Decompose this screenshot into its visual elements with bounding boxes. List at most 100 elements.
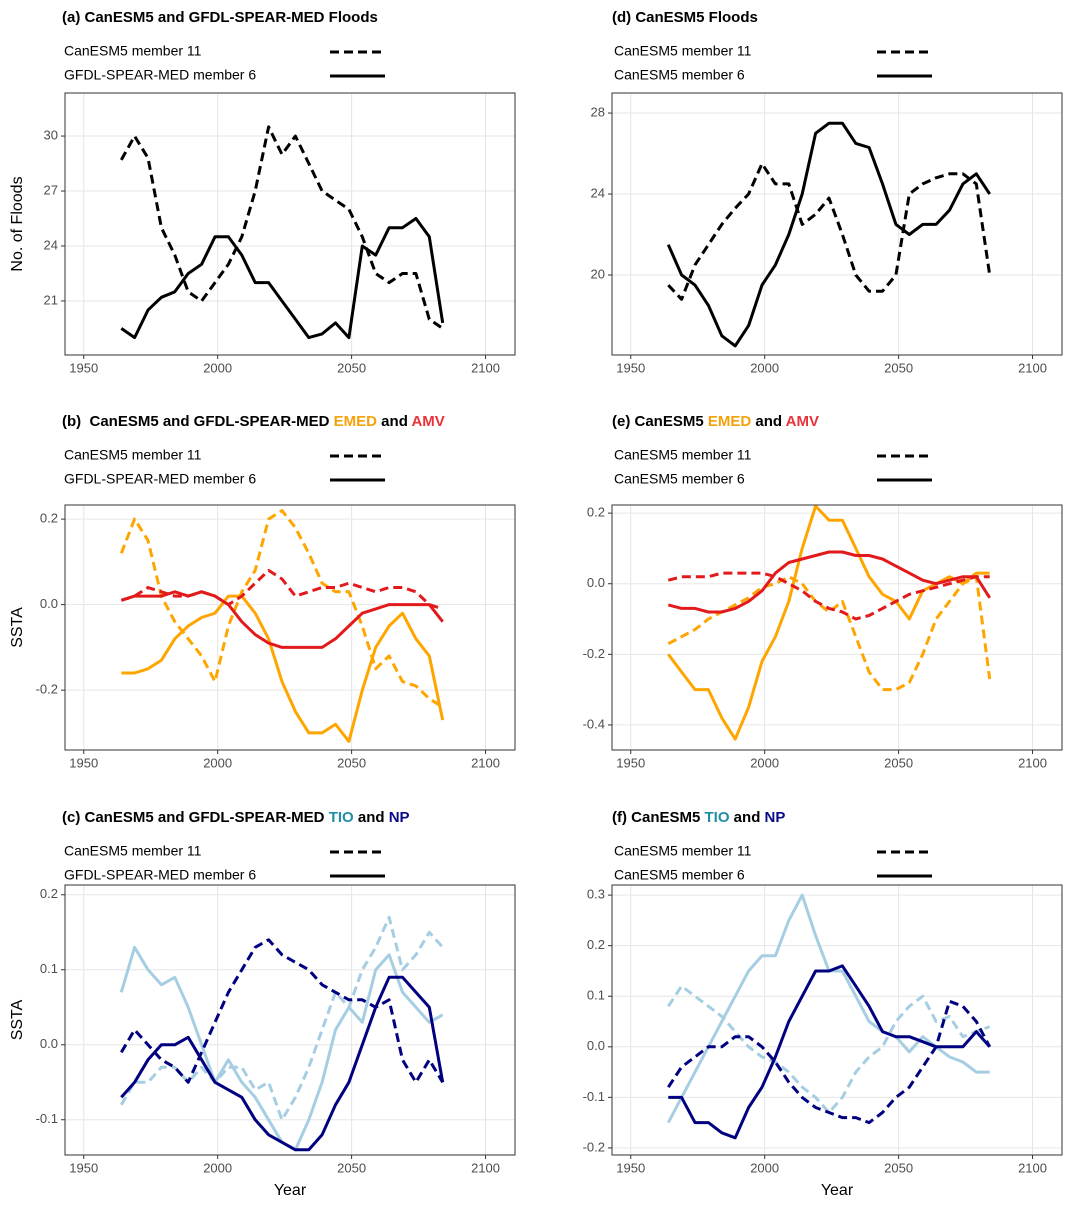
panel-title: (b) CanESM5 and GFDL-SPEAR-MED EMED and … <box>62 413 445 430</box>
panel-title: (e) CanESM5 EMED and AMV <box>612 413 819 430</box>
panel-title: (d) CanESM5 Floods <box>612 9 758 26</box>
legend-label: CanESM5 member 11 <box>614 447 752 463</box>
series-line <box>667 571 990 621</box>
y-tick-label: 0.2 <box>587 505 605 520</box>
legend-label: CanESM5 member 11 <box>64 843 202 859</box>
series-line <box>668 964 991 1140</box>
x-tick-label: 2050 <box>337 755 366 770</box>
x-tick-label: 1950 <box>69 360 98 375</box>
x-tick-label: 2050 <box>337 1160 366 1175</box>
x-tick-label: 2100 <box>1018 360 1047 375</box>
panel-border <box>611 884 1063 1156</box>
y-tick-label: 0.1 <box>40 961 58 976</box>
y-tick-label: 0.0 <box>40 1036 58 1051</box>
panel-title: (f) CanESM5 TIO and NP <box>612 809 785 826</box>
title-part: AMV <box>411 413 444 430</box>
legend-label: GFDL-SPEAR-MED member 6 <box>64 471 256 487</box>
x-tick-label: 1950 <box>69 1160 98 1175</box>
x-axis-title: Year <box>821 1182 854 1199</box>
x-tick-label: 2050 <box>884 360 913 375</box>
series-line <box>667 550 991 614</box>
legend-label: CanESM5 member 11 <box>614 43 752 59</box>
y-tick-label: -0.2 <box>583 646 605 661</box>
panel-border <box>611 504 1063 751</box>
legend-label: GFDL-SPEAR-MED member 6 <box>64 67 256 83</box>
series-line <box>120 975 445 1152</box>
y-tick-label: 27 <box>44 182 58 197</box>
x-tick-label: 2000 <box>203 360 232 375</box>
y-tick-label: 0.2 <box>40 511 58 526</box>
y-tick-label: 30 <box>44 127 58 142</box>
series-line <box>120 568 444 611</box>
y-axis-title: SSTA <box>9 607 26 648</box>
y-tick-label: -0.1 <box>36 1111 58 1126</box>
x-tick-label: 2100 <box>471 755 500 770</box>
series-line <box>119 125 444 330</box>
series-line <box>666 121 991 348</box>
title-part: and <box>730 809 765 826</box>
series-line <box>667 162 992 301</box>
legend-label: CanESM5 member 11 <box>614 843 752 859</box>
title-part: TIO <box>329 809 354 826</box>
title-part: TIO <box>705 809 730 826</box>
x-tick-label: 1950 <box>616 1160 645 1175</box>
panel-border <box>64 92 516 356</box>
x-tick-label: 2000 <box>203 755 232 770</box>
title-part: EMED <box>708 413 752 430</box>
x-tick-label: 2100 <box>471 1160 500 1175</box>
plot-area <box>612 505 1062 750</box>
x-tick-label: 2000 <box>750 360 779 375</box>
title-part: NP <box>389 809 410 826</box>
x-tick-label: 2100 <box>1018 1160 1047 1175</box>
series-line <box>121 594 445 743</box>
y-tick-label: 0.2 <box>587 937 605 952</box>
legend-label: CanESM5 member 6 <box>614 67 745 83</box>
title-part: (c) CanESM5 and GFDL-SPEAR-MED <box>62 809 329 826</box>
panel-border <box>64 504 516 751</box>
y-tick-label: 28 <box>591 104 605 119</box>
legend-label: CanESM5 member 6 <box>614 471 745 487</box>
title-part: (f) CanESM5 <box>612 809 705 826</box>
title-part: AMV <box>786 413 819 430</box>
title-part: (a) CanESM5 and GFDL-SPEAR-MED Floods <box>62 9 378 26</box>
x-tick-label: 2050 <box>884 755 913 770</box>
legend-label: CanESM5 member 6 <box>614 867 745 883</box>
x-tick-label: 2000 <box>750 1160 779 1175</box>
x-tick-label: 1950 <box>616 360 645 375</box>
series-line <box>120 590 444 649</box>
series-line <box>119 509 444 709</box>
series-line <box>120 938 444 1084</box>
series-line <box>120 915 444 1122</box>
title-part: and <box>354 809 389 826</box>
x-tick-label: 2000 <box>203 1160 232 1175</box>
series-line <box>667 984 991 1114</box>
title-part: EMED <box>334 413 378 430</box>
panel-title: (a) CanESM5 and GFDL-SPEAR-MED Floods <box>62 9 378 26</box>
x-tick-label: 2050 <box>337 360 366 375</box>
y-tick-label: 21 <box>44 292 58 307</box>
plot-area <box>65 885 515 1155</box>
x-tick-label: 2100 <box>471 360 500 375</box>
legend-label: CanESM5 member 11 <box>64 43 202 59</box>
plot-area <box>65 93 515 355</box>
y-axis-title: SSTA <box>9 999 26 1040</box>
y-tick-label: 0.2 <box>40 886 58 901</box>
y-tick-label: 0.1 <box>587 988 605 1003</box>
y-tick-label: -0.4 <box>583 716 605 731</box>
x-tick-label: 2050 <box>884 1160 913 1175</box>
title-part: and <box>377 413 411 430</box>
title-part: NP <box>765 809 786 826</box>
panel-border <box>64 884 516 1156</box>
y-tick-label: 0.0 <box>40 596 58 611</box>
x-tick-label: 1950 <box>616 755 645 770</box>
legend-label: GFDL-SPEAR-MED member 6 <box>64 867 256 883</box>
y-tick-label: 0.3 <box>587 887 605 902</box>
series-line <box>120 217 445 340</box>
y-tick-label: -0.2 <box>583 1139 605 1154</box>
y-tick-label: -0.2 <box>36 682 58 697</box>
y-tick-label: -0.1 <box>583 1089 605 1104</box>
y-tick-label: 0.0 <box>587 1038 605 1053</box>
panel-title: (c) CanESM5 and GFDL-SPEAR-MED TIO and N… <box>62 809 410 826</box>
